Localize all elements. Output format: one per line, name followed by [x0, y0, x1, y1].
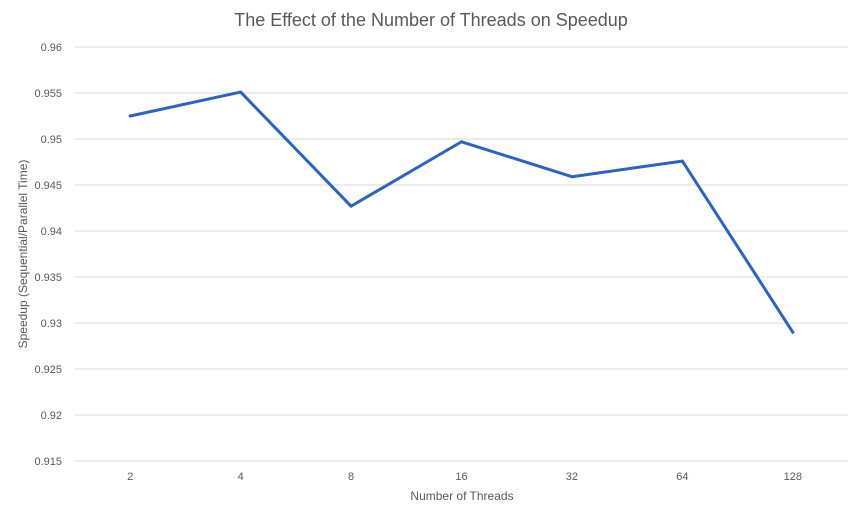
series-group: [128, 90, 795, 334]
data-point: [239, 90, 243, 94]
y-tick-label: 0.95: [41, 134, 62, 146]
y-tick-label: 0.925: [34, 364, 62, 376]
x-tick-label: 8: [348, 471, 354, 483]
y-tick-label: 0.93: [41, 318, 62, 330]
y-tick-label: 0.94: [41, 226, 62, 238]
y-tick-label: 0.915: [34, 456, 62, 468]
data-point: [791, 330, 795, 334]
y-axis-title: Speedup (Sequential/Parallel Time): [16, 160, 30, 349]
series-line: [128, 90, 795, 334]
x-tick-label: 16: [455, 471, 467, 483]
data-point: [570, 175, 574, 179]
x-axis-ticks: 2 4 8 16 32 64 128: [127, 471, 802, 483]
y-axis-ticks: 0.915 0.92 0.925 0.93 0.935 0.94 0.945 0.95 0.95…: [34, 42, 62, 468]
chart-title: The Effect of the Number of Threads on S…: [234, 10, 628, 30]
x-tick-label: 4: [238, 471, 244, 483]
y-tick-label: 0.945: [34, 180, 62, 192]
x-tick-label: 32: [566, 471, 578, 483]
data-point: [460, 140, 463, 144]
data-point: [349, 204, 353, 208]
gridlines: [75, 46, 848, 462]
y-tick-label: 0.955: [34, 88, 62, 100]
y-tick-label: 0.92: [41, 410, 62, 422]
x-tick-label: 128: [784, 471, 802, 483]
x-tick-label: 64: [676, 471, 688, 483]
data-point: [680, 159, 684, 163]
x-axis-title: Number of Threads: [410, 489, 513, 503]
y-tick-label: 0.935: [34, 272, 62, 284]
data-point: [128, 114, 132, 118]
x-tick-label: 2: [127, 471, 133, 483]
y-tick-label: 0.96: [41, 42, 62, 54]
